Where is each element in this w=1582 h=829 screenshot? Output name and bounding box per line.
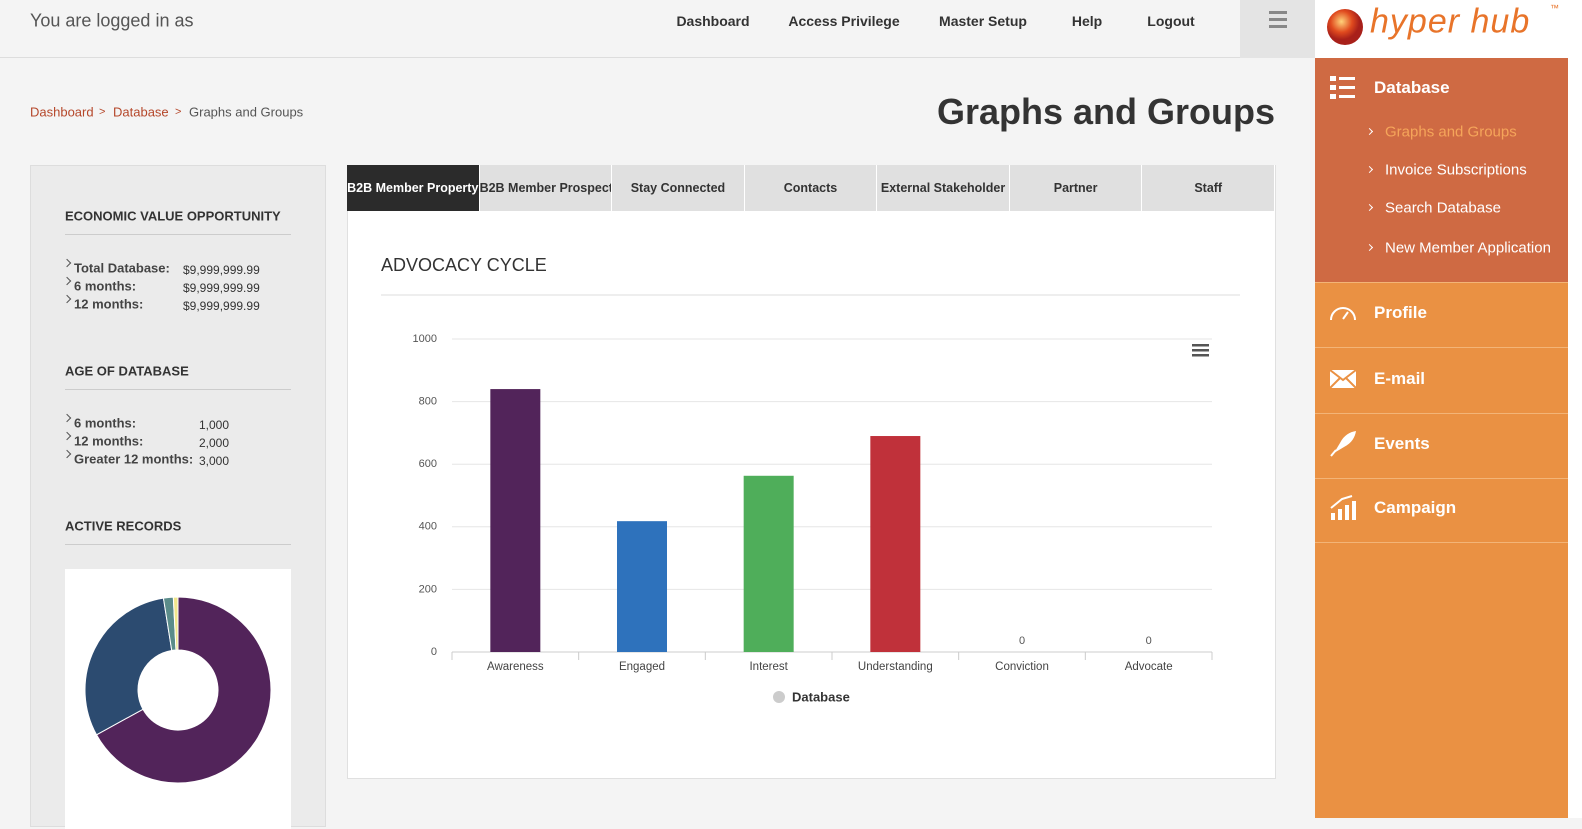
tab[interactable]: Stay Connected [612,165,745,211]
row-label: 12 months: [74,433,144,449]
menu-separator [1315,347,1568,348]
menu-section [1315,58,1568,283]
menu-item[interactable]: Database [1374,78,1450,97]
section-rule [65,544,291,545]
logo-area [1315,0,1568,58]
section-rule [65,389,291,390]
breadcrumb-separator: > [99,106,106,118]
row-value: $9,999,999.99 [183,263,260,277]
tab[interactable]: B2B Member Property [347,165,480,211]
row-label: Total Database: [74,260,170,276]
nav-link[interactable]: Master Setup [939,13,1027,29]
nav-link[interactable]: Dashboard [676,13,750,29]
chart-card [347,165,1276,779]
menu-icon [1328,364,1358,394]
menu-separator [1315,478,1568,479]
breadcrumb-separator: > [175,106,182,118]
tab[interactable]: Staff [1142,165,1275,211]
submenu-item[interactable]: Invoice Subscriptions [1385,161,1527,179]
menu-separator [1315,542,1568,543]
row-value: $9,999,999.99 [183,281,260,295]
section-title: AGE OF DATABASE [65,363,189,379]
tab[interactable]: B2B Member Prospect [479,165,613,211]
menu-item[interactable]: Campaign [1374,498,1457,517]
nav-link[interactable]: Logout [1147,13,1195,29]
row-value: 1,000 [199,418,230,432]
logo-text: hyper hub [1370,2,1531,41]
nav-link[interactable]: Help [1071,13,1103,29]
section-title: ECONOMIC VALUE OPPORTUNITY [65,208,281,224]
row-label: 12 months: [74,296,144,312]
menu-item[interactable]: Events [1374,434,1430,453]
row-value: 2,000 [199,436,230,450]
row-label: Greater 12 months: [74,451,194,467]
menu-separator [1315,413,1568,414]
menu-icon [1328,493,1358,523]
tab[interactable]: Contacts [744,165,878,211]
row-value: 3,000 [199,454,230,468]
logged-in-text: You are logged in as [30,10,194,31]
menu-toggle[interactable] [1240,0,1315,58]
header [0,0,1315,58]
tab[interactable]: Partner [1009,165,1143,211]
page-title: Graphs and Groups [936,91,1275,132]
tab[interactable]: External Stakeholder [877,165,1010,211]
row-value: $9,999,999.99 [183,299,260,313]
menu-icon [1328,429,1358,459]
section-title: ACTIVE RECORDS [65,518,182,534]
donut-card [65,569,291,829]
row-label: 6 months: [74,415,137,431]
logo-icon [1327,9,1363,45]
menu-item[interactable]: Profile [1374,303,1427,322]
submenu-item[interactable]: Graphs and Groups [1385,123,1517,141]
menu-item[interactable]: E-mail [1374,369,1426,388]
trademark: ™ [1550,3,1559,13]
breadcrumb-current: Graphs and Groups [189,104,304,120]
edge [1568,0,1582,818]
breadcrumb-link[interactable]: Dashboard [30,104,94,120]
submenu-item[interactable]: New Member Application [1385,239,1551,257]
nav-link[interactable]: Access Privilege [788,13,900,29]
menu-icon [1328,298,1358,328]
menu-icon [1328,73,1358,103]
breadcrumb-link[interactable]: Database [113,104,169,120]
hamburger-icon [1269,11,1287,28]
row-label: 6 months: [74,278,137,294]
submenu-item[interactable]: Search Database [1385,199,1501,217]
section-rule [65,234,291,235]
